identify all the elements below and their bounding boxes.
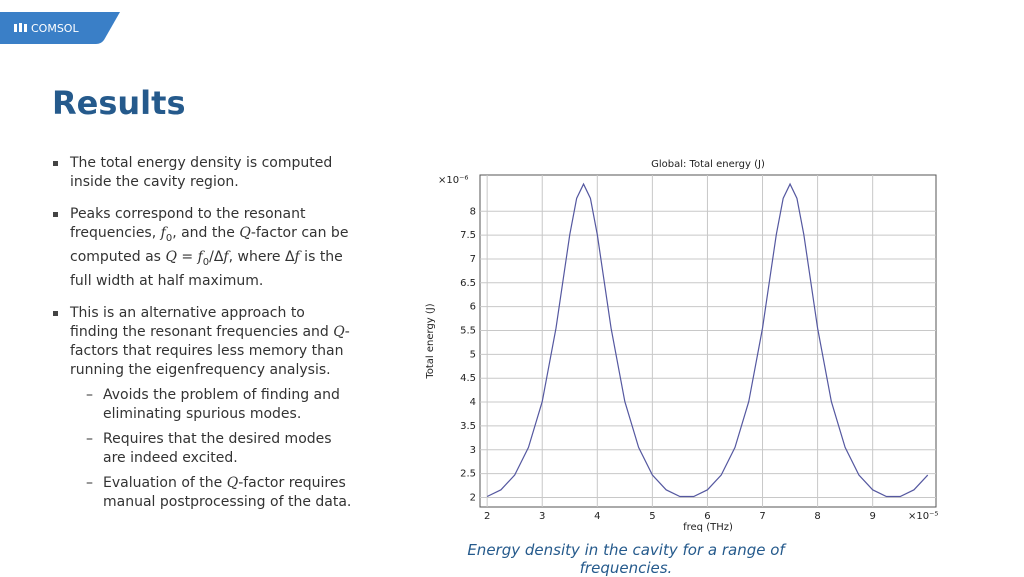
text-run: Q: [239, 225, 251, 241]
text-run: -factor can be computed as: [70, 225, 349, 265]
x-tick-label: 6: [704, 511, 710, 522]
x-tick-label: 5: [649, 511, 655, 522]
y-tick-label: 3.5: [460, 421, 476, 432]
text-run: , where Δ: [228, 248, 295, 265]
x-tick-label: 4: [594, 511, 600, 522]
y-tick-label: 5.5: [460, 326, 476, 337]
sub-list: Avoids the problem of finding and elimin…: [70, 386, 357, 512]
text-run: Q: [226, 474, 239, 491]
y-tick-label: 6.5: [460, 278, 476, 289]
bullet: Peaks correspond to the resonant frequen…: [52, 205, 357, 291]
sub-bullet: Requires that the desired modes are inde…: [70, 430, 357, 468]
y-tick-label: 5: [470, 349, 476, 360]
text-run: 0: [202, 256, 210, 268]
x-axis-label: freq (THz): [683, 522, 733, 533]
text-run: 0: [165, 232, 173, 244]
text-run: =: [176, 248, 198, 265]
text-run: , and the: [172, 225, 240, 241]
x-tick-label: 8: [814, 511, 820, 522]
y-tick-label: 4: [470, 397, 476, 408]
text-run: /Δ: [209, 248, 224, 265]
y-tick-label: 2: [470, 492, 476, 503]
data-line: [486, 182, 929, 498]
text-run: The total energy density is computed ins…: [70, 155, 333, 190]
y-tick-label: 8: [470, 206, 476, 217]
x-tick-label: 2: [484, 511, 490, 522]
slide-title: Results: [52, 84, 186, 122]
bullet: The total energy density is computed ins…: [52, 154, 357, 192]
text-run: f: [223, 248, 229, 265]
plot-area: [479, 174, 937, 508]
text-run: Avoids the problem of finding and elimin…: [103, 386, 340, 422]
y-multiplier: ×10⁻⁶: [438, 175, 468, 186]
x-tick-label: 7: [759, 511, 765, 522]
text-run: -factor requires manual postprocessing o…: [103, 474, 352, 510]
text-run: -factors that requires less memory than …: [70, 323, 350, 378]
x-multiplier: ×10⁻⁵: [908, 511, 938, 522]
bullet: This is an alternative approach to findi…: [52, 304, 357, 512]
sub-bullet: Avoids the problem of finding and elimin…: [70, 386, 357, 424]
text-run: Peaks correspond to the resonant frequen…: [70, 206, 306, 241]
caption: Energy density in the cavity for a range…: [467, 541, 785, 577]
logo-banner: COMSOL: [0, 12, 120, 44]
text-run: Q: [333, 323, 345, 340]
chart: 2 2.5 3 3.5 4 4.5 5 5.5 6 6.5 7 7.5 8 2 3 4 5 6 7 8 9 Global:…: [425, 159, 938, 533]
y-tick-label: 6: [470, 302, 476, 313]
text-run: f: [197, 248, 203, 265]
text-run: Q: [165, 248, 177, 265]
text-run: f: [294, 248, 300, 265]
text-run: Requires that the desired modes are inde…: [103, 430, 332, 466]
logo-text: COMSOL: [31, 22, 79, 35]
text-run: This is an alternative approach to findi…: [70, 304, 334, 340]
y-tick-label: 4.5: [460, 373, 476, 384]
text-run: f: [160, 225, 166, 241]
chart-title: Global: Total energy (J): [651, 159, 765, 170]
y-tick-label: 2.5: [460, 469, 476, 480]
x-tick-label: 3: [539, 511, 545, 522]
x-tick-label: 9: [869, 511, 875, 522]
y-tick-label: 7: [470, 254, 476, 265]
y-axis-label: Total energy (J): [425, 303, 436, 379]
y-tick-label: 7.5: [460, 230, 476, 241]
text-run: is the full width at half maximum.: [70, 248, 343, 289]
bullet-list: The total energy density is computed ins…: [52, 154, 357, 525]
text-run: Evaluation of the: [103, 474, 227, 491]
sub-bullet: Evaluation of the Q-factor requires manu…: [70, 474, 357, 512]
y-tick-label: 3: [470, 445, 476, 456]
